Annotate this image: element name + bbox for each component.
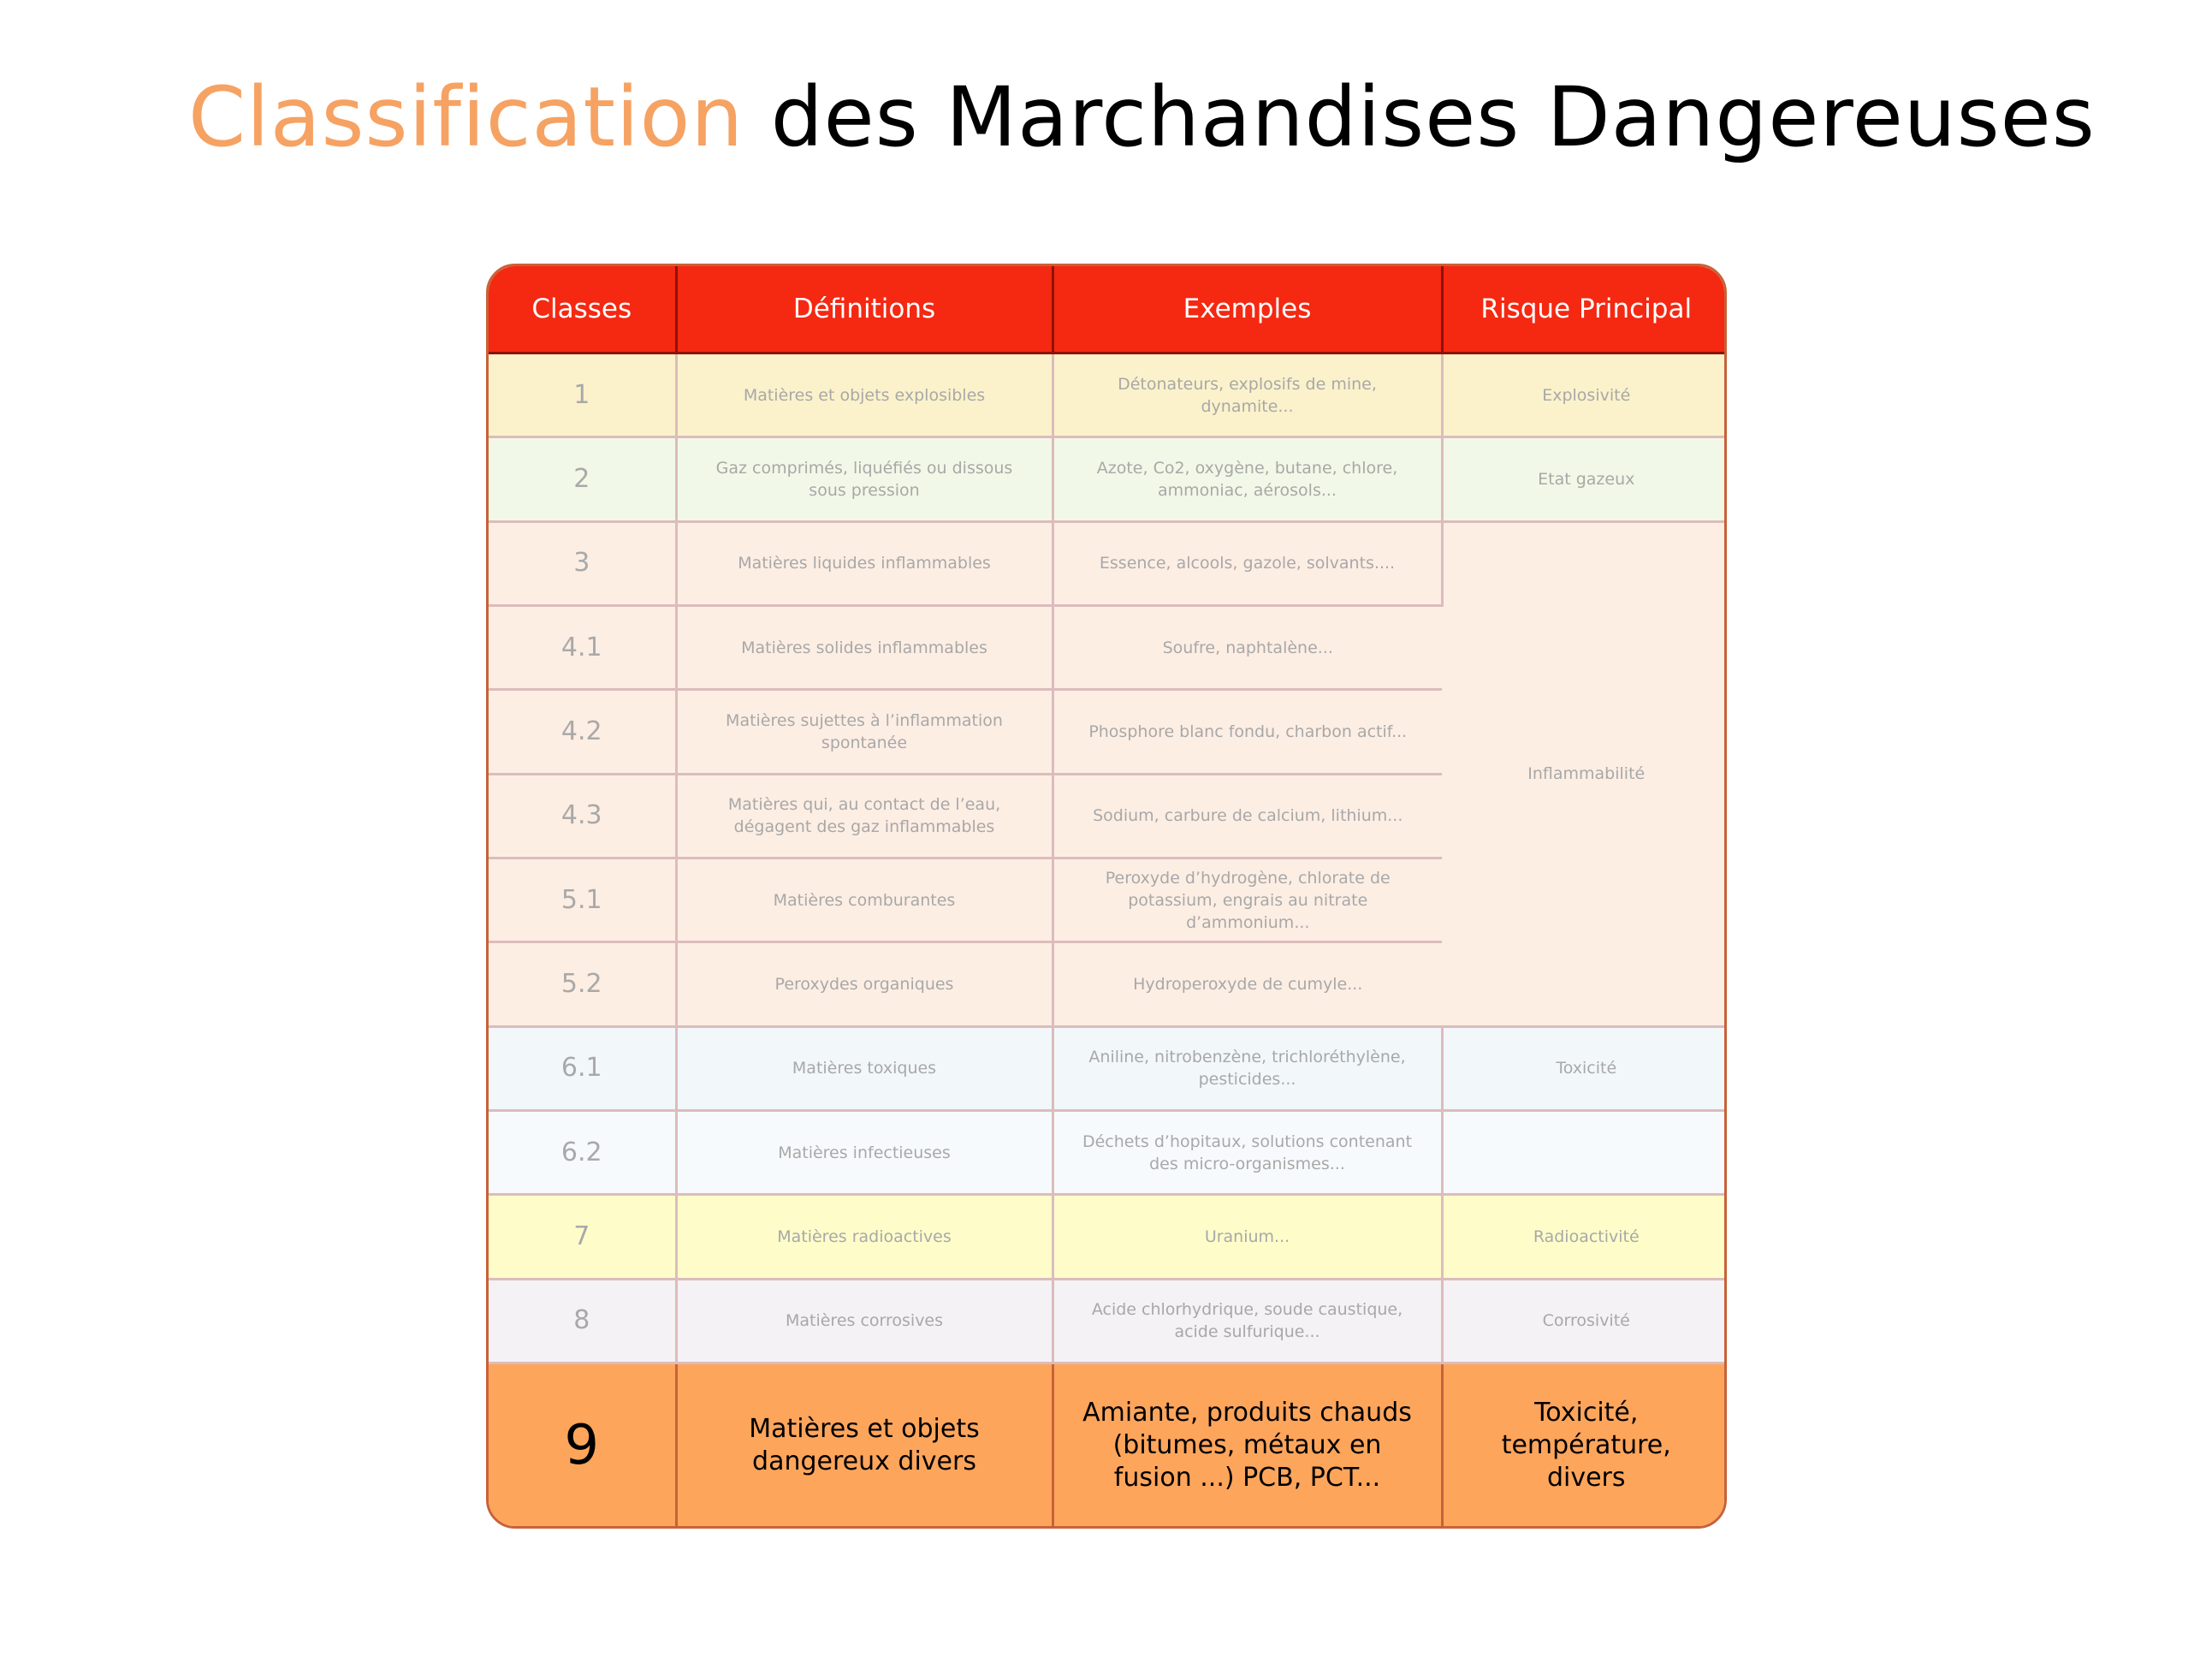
class-number: 4.2 bbox=[489, 689, 678, 775]
risk-cell: Etat gazeux bbox=[1442, 437, 1724, 523]
risk-cell: Explosivité bbox=[1442, 353, 1724, 439]
definition-cell: Matières corrosives bbox=[676, 1279, 1054, 1365]
definition-cell: Matières liquides inflammables bbox=[676, 521, 1054, 608]
table-row: 5.1 Matières comburantes Peroxyde d’hydr… bbox=[489, 858, 1724, 944]
examples-cell: Sodium, carbure de calcium, lithium... bbox=[1053, 774, 1442, 860]
page-title: Classification des Marchandises Dangereu… bbox=[188, 70, 2096, 164]
definition-cell: Matières toxiques bbox=[676, 1026, 1054, 1113]
definition-cell: Matières comburantes bbox=[676, 858, 1054, 944]
class-number: 1 bbox=[489, 353, 678, 439]
header-risque: Risque Principal bbox=[1442, 266, 1724, 354]
table-row: 4.3 Matières qui, au contact de l’eau, d… bbox=[489, 774, 1724, 860]
risk-cell: Toxicité bbox=[1442, 1026, 1724, 1113]
class-number: 8 bbox=[489, 1279, 678, 1365]
class-number: 6.1 bbox=[489, 1026, 678, 1113]
header-definitions: Définitions bbox=[676, 266, 1054, 354]
definition-cell: Matières et objets explosibles bbox=[676, 353, 1054, 439]
examples-cell: Soufre, naphtalène... bbox=[1053, 605, 1442, 692]
examples-cell: Déchets d’hopitaux, solutions contenant … bbox=[1053, 1110, 1444, 1197]
class-number: 5.2 bbox=[489, 941, 678, 1028]
examples-cell: Peroxyde d’hydrogène, chlorate de potass… bbox=[1053, 858, 1442, 944]
table-row: 8 Matières corrosives Acide chlorhydriqu… bbox=[489, 1279, 1724, 1365]
table-row: 2 Gaz comprimés, liquéfiés ou dissous so… bbox=[489, 437, 1724, 523]
examples-cell: Hydroperoxyde de cumyle... bbox=[1053, 941, 1442, 1028]
class-number: 2 bbox=[489, 437, 678, 523]
header-exemples: Exemples bbox=[1053, 266, 1444, 354]
examples-cell: Acide chlorhydrique, soude caustique, ac… bbox=[1053, 1279, 1444, 1365]
table-row: 6.1 Matières toxiques Aniline, nitrobenz… bbox=[489, 1026, 1724, 1113]
examples-cell: Amiante, produits chauds (bitumes, métau… bbox=[1053, 1363, 1444, 1526]
examples-cell: Uranium... bbox=[1053, 1194, 1444, 1280]
definition-cell: Matières radioactives bbox=[676, 1194, 1054, 1280]
definition-cell: Matières sujettes à l’inflammation spont… bbox=[676, 689, 1054, 775]
definition-cell: Gaz comprimés, liquéfiés ou dissous sous… bbox=[676, 437, 1054, 523]
examples-cell: Azote, Co2, oxygène, butane, chlore, amm… bbox=[1053, 437, 1444, 523]
risk-cell: Toxicité, température, divers bbox=[1442, 1363, 1724, 1526]
risk-cell: Radioactivité bbox=[1442, 1194, 1724, 1280]
definition-cell: Matières solides inflammables bbox=[676, 605, 1054, 692]
class-number: 4.3 bbox=[489, 774, 678, 860]
page-title-accent: Classification bbox=[188, 69, 744, 165]
risk-cell bbox=[1442, 1110, 1724, 1197]
risk-cell: Inflammabilité bbox=[1442, 521, 1724, 1028]
table-row: 7 Matières radioactives Uranium... Radio… bbox=[489, 1194, 1724, 1280]
table-row: 6.2 Matières infectieuses Déchets d’hopi… bbox=[489, 1110, 1724, 1197]
definition-cell: Matières et objets dangereux divers bbox=[676, 1363, 1054, 1526]
class-number: 4.1 bbox=[489, 605, 678, 692]
table-row: 5.2 Peroxydes organiques Hydroperoxyde d… bbox=[489, 941, 1724, 1028]
header-classes: Classes bbox=[489, 266, 678, 354]
class-number: 3 bbox=[489, 521, 678, 608]
page-title-rest: des Marchandises Dangereuses bbox=[744, 69, 2096, 165]
definition-cell: Matières infectieuses bbox=[676, 1110, 1054, 1197]
table-row: 1 Matières et objets explosibles Détonat… bbox=[489, 353, 1724, 439]
table-header-row: Classes Définitions Exemples Risque Prin… bbox=[489, 266, 1724, 354]
table-row: 4.1 Matières solides inflammables Soufre… bbox=[489, 605, 1724, 692]
table-row: 4.2 Matières sujettes à l’inflammation s… bbox=[489, 689, 1724, 775]
class-number: 7 bbox=[489, 1194, 678, 1280]
examples-cell: Détonateurs, explosifs de mine, dynamite… bbox=[1053, 353, 1444, 439]
class-number: 5.1 bbox=[489, 858, 678, 944]
table-row: 3 Matières liquides inflammables Essence… bbox=[489, 521, 1724, 1028]
definition-cell: Matières qui, au contact de l’eau, dégag… bbox=[676, 774, 1054, 860]
class-number: 9 bbox=[489, 1363, 678, 1526]
examples-cell: Essence, alcools, gazole, solvants.... bbox=[1053, 521, 1444, 608]
class-number: 6.2 bbox=[489, 1110, 678, 1197]
definition-cell: Peroxydes organiques bbox=[676, 941, 1054, 1028]
table-row-highlight: 9 Matières et objets dangereux divers Am… bbox=[489, 1363, 1724, 1526]
risk-cell: Corrosivité bbox=[1442, 1279, 1724, 1365]
examples-cell: Phosphore blanc fondu, charbon actif... bbox=[1053, 689, 1442, 775]
classification-table: Classes Définitions Exemples Risque Prin… bbox=[486, 264, 1727, 1529]
examples-cell: Aniline, nitrobenzène, trichloréthylène,… bbox=[1053, 1026, 1444, 1113]
